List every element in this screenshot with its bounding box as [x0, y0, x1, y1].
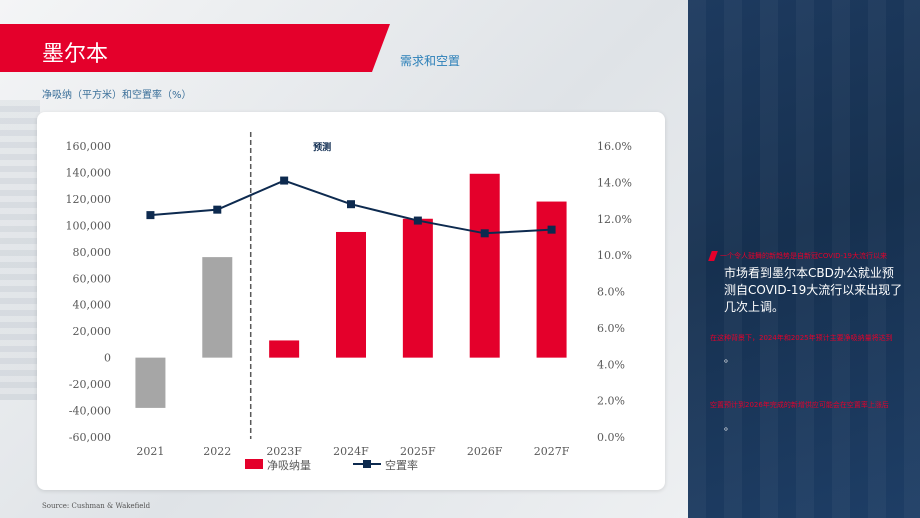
- bar-absorption-2023F: [269, 340, 300, 358]
- vacancy-point-2022: [213, 205, 222, 214]
- right-axis-tick-label: 12.0%: [597, 213, 632, 226]
- right-axis-tick-label: 10.0%: [597, 249, 632, 262]
- left-axis-tick-label: 80,000: [73, 246, 112, 259]
- legend-bar-label: 净吸纳量: [267, 458, 311, 472]
- left-axis-tick-label: 160,000: [66, 140, 112, 153]
- combo-chart: 160,000 140,000 120,000 100,000 80,000 60,000…: [66, 132, 632, 472]
- sidebar-dot-2: 。: [724, 354, 734, 365]
- x-axis-tick-label: 2026F: [467, 445, 503, 458]
- left-axis-tick-label: 60,000: [73, 272, 112, 285]
- source-note: Source: Cushman & Wakefield: [42, 502, 151, 510]
- right-axis-tick-label: 6.0%: [597, 322, 625, 335]
- x-axis-tick-label: 2021: [136, 445, 164, 458]
- chart-caption: 净吸纳（平方米）和空置率（%）: [42, 90, 192, 101]
- left-axis-tick-label: 40,000: [73, 299, 112, 312]
- sidebar-note-1: 一个令人鼓舞的新趋势是自新冠COVID-19大流行以来: [720, 252, 887, 260]
- vacancy-point-2023F: [280, 176, 289, 185]
- sidebar-dot-3: 。: [724, 422, 734, 433]
- left-axis-tick-label: 100,000: [66, 219, 112, 232]
- x-axis-tick-label: 2025F: [400, 445, 436, 458]
- left-axis-tick-label: 0: [104, 352, 111, 365]
- vacancy-point-2021: [146, 211, 155, 220]
- bar-absorption-2024F: [336, 231, 366, 358]
- legend-line-marker: [363, 460, 371, 468]
- right-axis-tick-label: 16.0%: [597, 140, 632, 153]
- right-panel-background: [688, 0, 920, 518]
- left-axis-tick-label: -40,000: [69, 405, 111, 418]
- background-building-image: [0, 100, 40, 400]
- page-subtitle: 需求和空置: [400, 54, 461, 68]
- vacancy-point-2027F: [547, 225, 556, 234]
- forecast-label: 预测: [313, 141, 331, 153]
- x-axis-tick-label: 2023F: [266, 445, 302, 458]
- bar-absorption-2022: [202, 257, 233, 358]
- bar-absorption-2026F: [469, 173, 500, 358]
- x-axis-tick-label: 2022: [203, 445, 231, 458]
- left-axis-tick-label: 140,000: [66, 166, 112, 179]
- legend-bar-swatch: [245, 459, 263, 469]
- left-axis-tick-label: 120,000: [66, 193, 112, 206]
- right-axis-tick-label: 4.0%: [597, 358, 625, 371]
- right-axis-tick-label: 2.0%: [597, 395, 625, 408]
- right-axis-tick-label: 14.0%: [597, 176, 632, 189]
- right-axis-tick-label: 0.0%: [597, 431, 625, 444]
- vacancy-point-2025F: [413, 216, 422, 225]
- left-axis-tick-label: -60,000: [69, 431, 111, 444]
- vacancy-point-2026F: [480, 229, 489, 238]
- page-title: 墨尔本: [42, 42, 109, 67]
- bar-absorption-2021: [135, 357, 166, 408]
- vacancy-point-2024F: [347, 200, 355, 209]
- sidebar-text-1: 市场看到墨尔本CBD办公就业预测自COVID-19大流行以来出现了几次上调。: [724, 266, 903, 314]
- bar-absorption-2027F: [536, 201, 567, 358]
- left-axis-tick-label: -20,000: [69, 378, 111, 391]
- sidebar-note-3: 空置预计到2026年完成的新增供应可能会在空置率上涨后: [710, 401, 889, 409]
- right-axis-tick-label: 8.0%: [597, 286, 625, 299]
- legend-line-label: 空置率: [385, 458, 418, 472]
- bar-absorption-2025F: [402, 218, 433, 358]
- x-axis-tick-label: 2027F: [534, 445, 570, 458]
- left-axis-tick-label: 20,000: [73, 325, 112, 338]
- chart-card: 160,000 140,000 120,000 100,000 80,000 60,000…: [37, 112, 665, 490]
- x-axis-tick-label: 2024F: [333, 445, 369, 458]
- title-banner: [0, 24, 390, 72]
- sidebar-note-2: 在这种背景下，2024年和2025年预计主要净吸纳量将达到: [710, 334, 893, 342]
